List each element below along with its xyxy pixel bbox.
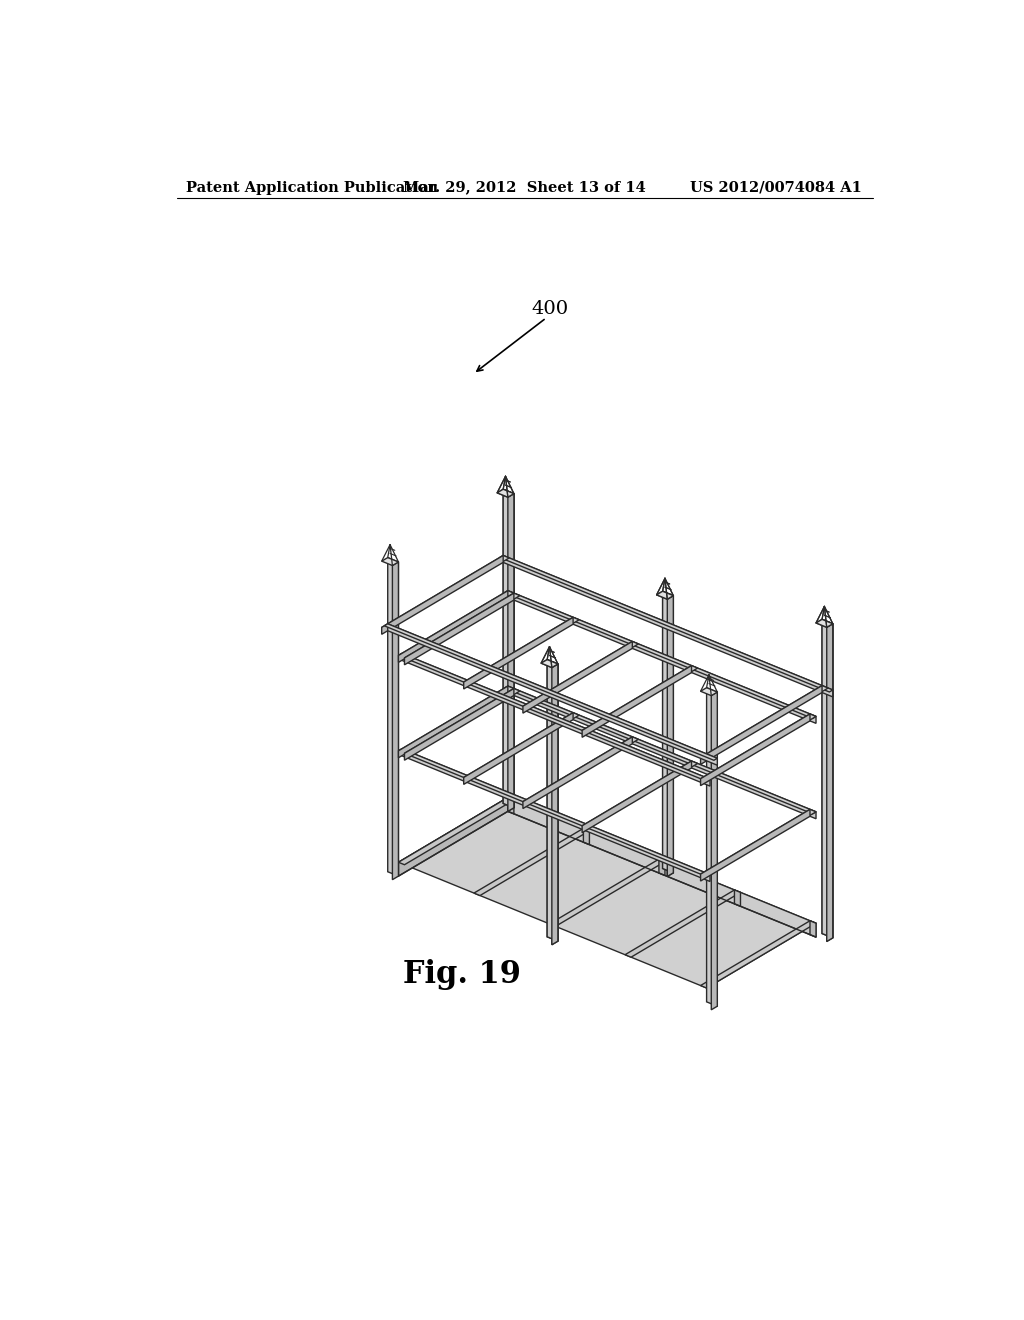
Text: 400: 400 (531, 300, 568, 318)
Polygon shape (505, 686, 816, 814)
Polygon shape (523, 737, 638, 804)
Polygon shape (398, 590, 508, 663)
Polygon shape (404, 593, 514, 665)
Polygon shape (582, 762, 691, 833)
Polygon shape (503, 556, 833, 697)
Polygon shape (382, 557, 398, 565)
Polygon shape (826, 624, 833, 941)
Text: US 2012/0074084 A1: US 2012/0074084 A1 (690, 181, 862, 194)
Polygon shape (700, 685, 828, 760)
Polygon shape (700, 921, 816, 987)
Polygon shape (663, 591, 674, 873)
Polygon shape (700, 714, 810, 785)
Text: Patent Application Publication: Patent Application Publication (186, 181, 438, 194)
Polygon shape (404, 689, 520, 756)
Polygon shape (398, 748, 710, 876)
Polygon shape (382, 556, 503, 635)
Polygon shape (816, 619, 833, 627)
Polygon shape (822, 619, 833, 939)
Polygon shape (547, 660, 558, 941)
Polygon shape (700, 714, 816, 781)
Text: Mar. 29, 2012  Sheet 13 of 14: Mar. 29, 2012 Sheet 13 of 14 (403, 181, 646, 194)
Polygon shape (668, 595, 674, 876)
Polygon shape (625, 890, 740, 957)
Polygon shape (500, 556, 833, 692)
Polygon shape (508, 494, 514, 812)
Polygon shape (508, 686, 816, 818)
Polygon shape (707, 688, 718, 1006)
Polygon shape (656, 591, 674, 599)
Polygon shape (382, 556, 509, 630)
Polygon shape (541, 660, 558, 668)
Polygon shape (822, 619, 833, 939)
Polygon shape (508, 590, 816, 723)
Polygon shape (523, 642, 638, 709)
Polygon shape (656, 591, 674, 599)
Polygon shape (700, 685, 822, 764)
Polygon shape (826, 624, 833, 941)
Polygon shape (552, 664, 558, 945)
Polygon shape (392, 562, 398, 879)
Polygon shape (508, 494, 514, 812)
Polygon shape (503, 490, 514, 808)
Polygon shape (700, 809, 816, 876)
Polygon shape (523, 642, 633, 713)
Polygon shape (401, 653, 710, 787)
Polygon shape (547, 660, 558, 941)
Polygon shape (474, 829, 590, 895)
Polygon shape (401, 748, 710, 882)
Polygon shape (464, 618, 580, 685)
Polygon shape (388, 557, 398, 876)
Polygon shape (404, 689, 514, 760)
Polygon shape (503, 490, 514, 808)
Polygon shape (464, 713, 580, 780)
Polygon shape (464, 618, 573, 689)
Polygon shape (584, 829, 590, 845)
Polygon shape (508, 797, 816, 937)
Polygon shape (582, 665, 691, 738)
Polygon shape (404, 593, 520, 660)
Polygon shape (734, 890, 740, 907)
Text: Fig. 19: Fig. 19 (402, 960, 520, 990)
Polygon shape (398, 797, 508, 876)
Polygon shape (663, 591, 674, 873)
Polygon shape (398, 797, 514, 865)
Polygon shape (497, 490, 514, 498)
Polygon shape (700, 809, 810, 880)
Polygon shape (668, 595, 674, 876)
Polygon shape (398, 590, 514, 657)
Polygon shape (541, 660, 558, 668)
Polygon shape (508, 797, 514, 814)
Polygon shape (582, 762, 697, 828)
Polygon shape (398, 686, 514, 754)
Polygon shape (712, 692, 718, 1010)
Polygon shape (810, 921, 816, 937)
Polygon shape (398, 653, 710, 781)
Polygon shape (700, 688, 718, 696)
Polygon shape (384, 624, 718, 760)
Polygon shape (658, 859, 665, 875)
Polygon shape (552, 664, 558, 945)
Polygon shape (816, 619, 833, 627)
Polygon shape (550, 859, 665, 927)
Polygon shape (398, 797, 816, 987)
Polygon shape (464, 713, 573, 784)
Polygon shape (388, 624, 718, 766)
Polygon shape (523, 737, 633, 809)
Polygon shape (398, 686, 508, 758)
Polygon shape (505, 590, 816, 718)
Polygon shape (497, 490, 514, 498)
Polygon shape (582, 665, 697, 733)
